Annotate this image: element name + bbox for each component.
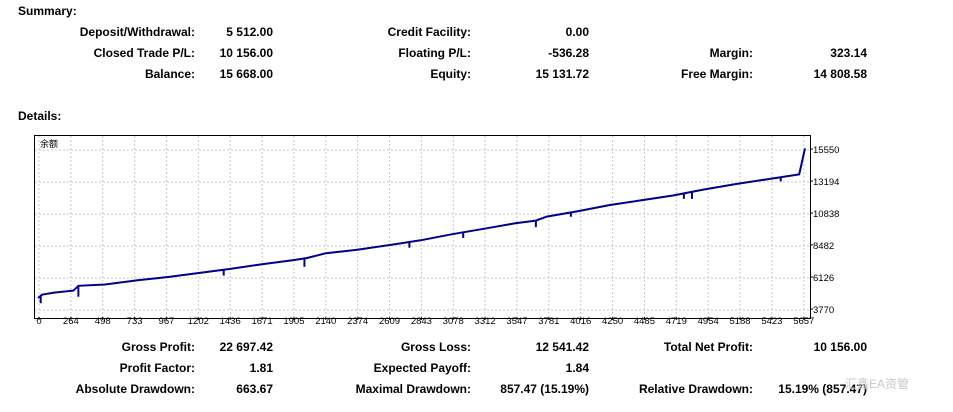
- balance-label: Balance:: [144, 67, 195, 81]
- absolute-drawdown-label: Absolute Drawdown:: [75, 382, 195, 396]
- balance-series-line: [37, 148, 806, 299]
- free-margin-label: Free Margin:: [680, 67, 753, 81]
- y-tick-label: 13194: [813, 177, 839, 188]
- free-margin-value: 14 808.58: [813, 67, 867, 81]
- x-tick-label: 3547: [506, 316, 527, 327]
- balance-chart: 余额: [34, 135, 811, 319]
- x-tick-label: 498: [95, 316, 111, 327]
- x-tick-label: 733: [127, 316, 143, 327]
- x-tick-label: 3781: [538, 316, 559, 327]
- y-tick-label: 6126: [813, 273, 834, 284]
- absolute-drawdown-value: 663.67: [236, 382, 273, 396]
- x-tick-label: 5657: [793, 316, 814, 327]
- y-tick-label: 10838: [813, 209, 839, 220]
- profit-factor-label: Profit Factor:: [119, 361, 195, 375]
- y-tick-label: 8482: [813, 241, 834, 252]
- deposit-value: 5 512.00: [226, 25, 273, 39]
- x-tick-label: 1671: [251, 316, 272, 327]
- maximal-drawdown-label: Maximal Drawdown:: [355, 382, 471, 396]
- margin-value: 323.14: [830, 46, 867, 60]
- relative-drawdown-label: Relative Drawdown:: [638, 382, 753, 396]
- x-tick-label: 1436: [220, 316, 241, 327]
- chart-title: 余额: [40, 138, 58, 149]
- net-profit-label: Total Net Profit:: [663, 340, 753, 354]
- x-tick-label: 4954: [698, 316, 719, 327]
- x-tick-label: 2140: [315, 316, 336, 327]
- equity-label: Equity:: [430, 67, 471, 81]
- balance-chart-plot: 余额: [35, 136, 810, 318]
- closed-pl-label: Closed Trade P/L:: [93, 46, 195, 60]
- deposit-label: Deposit/Withdrawal:: [79, 25, 195, 39]
- gross-profit-value: 22 697.42: [219, 340, 273, 354]
- balance-value: 15 668.00: [219, 67, 273, 81]
- x-tick-label: 3078: [443, 316, 464, 327]
- x-tick-label: 2843: [411, 316, 432, 327]
- y-tick-label: 3770: [813, 305, 834, 316]
- x-tick-label: 3312: [475, 316, 496, 327]
- x-tick-label: 2609: [379, 316, 400, 327]
- x-tick-label: 1202: [188, 316, 209, 327]
- credit-label: Credit Facility:: [387, 25, 471, 39]
- x-tick-label: 4719: [666, 316, 687, 327]
- x-tick-label: 4485: [634, 316, 655, 327]
- expected-payoff-value: 1.84: [565, 361, 589, 375]
- margin-label: Margin:: [709, 46, 753, 60]
- x-tick-label: 264: [63, 316, 79, 327]
- x-tick-label: 1905: [283, 316, 304, 327]
- gross-profit-label: Gross Profit:: [121, 340, 195, 354]
- x-tick-label: 0: [36, 316, 41, 327]
- maximal-drawdown-value: 857.47 (15.19%): [500, 382, 589, 396]
- x-tick-label: 4250: [602, 316, 623, 327]
- details-title: Details:: [18, 109, 62, 123]
- closed-pl-value: 10 156.00: [219, 46, 273, 60]
- y-tick-label: 15550: [813, 145, 839, 156]
- relative-drawdown-value: 15.19% (857.47): [778, 382, 867, 396]
- equity-value: 15 131.72: [535, 67, 589, 81]
- x-tick-label: 967: [159, 316, 175, 327]
- profit-factor-value: 1.81: [249, 361, 273, 375]
- x-tick-label: 2374: [347, 316, 368, 327]
- x-tick-label: 4016: [570, 316, 591, 327]
- floating-pl-value: -536.28: [548, 46, 589, 60]
- expected-payoff-label: Expected Payoff:: [373, 361, 471, 375]
- credit-value: 0.00: [565, 25, 589, 39]
- gross-loss-label: Gross Loss:: [400, 340, 471, 354]
- floating-pl-label: Floating P/L:: [398, 46, 471, 60]
- watermark-logo: 汇鑫EA资管: [845, 377, 910, 391]
- summary-title: Summary:: [18, 4, 77, 18]
- x-tick-label: 5188: [729, 316, 750, 327]
- net-profit-value: 10 156.00: [813, 340, 867, 354]
- x-tick-label: 5423: [761, 316, 782, 327]
- gross-loss-value: 12 541.42: [535, 340, 589, 354]
